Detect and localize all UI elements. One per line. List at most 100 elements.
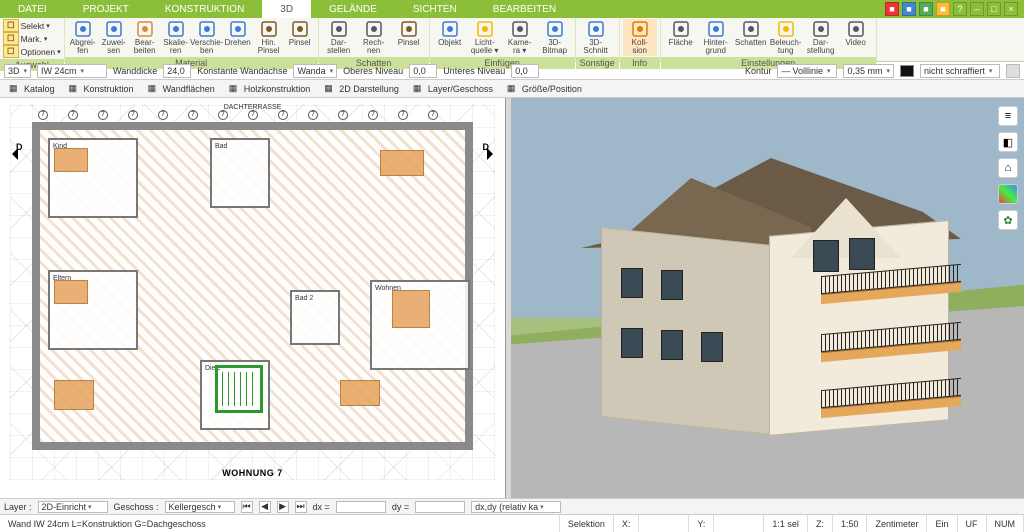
axis-circle: 7: [368, 110, 378, 120]
rbtn-edit[interactable]: Bear-beiten: [130, 19, 160, 56]
secondary-toolbar: ▦Katalog▦Konstruktion▦Wandflächen▦Holzko…: [0, 80, 1024, 98]
geschoss-label: Geschoss :: [114, 502, 159, 512]
status-uf: UF: [958, 515, 987, 532]
collide-icon: [631, 20, 649, 38]
home-icon[interactable]: ⌂: [998, 158, 1018, 178]
rbtn-obj3d[interactable]: Objekt: [433, 19, 467, 47]
brushhz-icon: [260, 20, 278, 38]
rbtn-display[interactable]: Dar-stellung: [804, 19, 838, 56]
unteres-input[interactable]: 0,0: [511, 64, 539, 78]
color-swatch[interactable]: [900, 65, 914, 77]
nav-first-icon[interactable]: ⏮: [241, 501, 253, 513]
rbtn-video[interactable]: Video: [839, 19, 873, 47]
ribbon: ☐Selekt▾☐Mark.▾☐Optionen▾AuswahlAbgrei-f…: [0, 18, 1024, 62]
sel-selekt[interactable]: ☐Selekt▾: [3, 19, 50, 32]
layers-icon[interactable]: ≡: [998, 106, 1018, 126]
rbtn-brush[interactable]: Pinsel: [392, 19, 426, 47]
hatch-dropdown[interactable]: nicht schraffiert: [920, 64, 1000, 78]
tab-sichten[interactable]: SICHTEN: [395, 0, 475, 18]
bitmap-icon: [546, 20, 564, 38]
help-button[interactable]: ?: [953, 2, 967, 16]
layers-icon: ▦: [413, 83, 425, 95]
house-model: [581, 158, 961, 458]
sectb-view2d[interactable]: ▦2D Darstellung: [319, 81, 404, 97]
rbtn-bitmap[interactable]: 3D-Bitmap: [538, 19, 572, 56]
rbtn-area[interactable]: Fläche: [664, 19, 698, 47]
size-icon: ▦: [507, 83, 519, 95]
sectb-book[interactable]: ▦Katalog: [4, 81, 60, 97]
palette-icon[interactable]: [998, 184, 1018, 204]
axis-circle: 7: [338, 110, 348, 120]
room-bad: Bad: [210, 138, 270, 208]
geschoss-dropdown[interactable]: Kellergesch: [165, 501, 235, 513]
wc-a[interactable]: ■: [885, 2, 899, 16]
calc-icon: [365, 20, 383, 38]
sectb-layers[interactable]: ▦Layer/Geschoss: [408, 81, 498, 97]
pane-3d[interactable]: ≡ ◧ ⌂ ✿: [511, 98, 1024, 498]
tree-icon[interactable]: ✿: [998, 210, 1018, 230]
rbtn-bulb[interactable]: Beleuch-tung: [769, 19, 803, 56]
rbtn-brush[interactable]: Pinsel: [285, 19, 315, 47]
wanddicke-input[interactable]: 24,0: [163, 64, 191, 78]
rbtn-section[interactable]: 3D-Schnitt: [579, 19, 613, 56]
wanda-dropdown[interactable]: Wanda: [293, 64, 337, 78]
sectb-size[interactable]: ▦Größe/Position: [502, 81, 587, 97]
oberes-input[interactable]: 0,0: [409, 64, 437, 78]
tab-bearbeiten[interactable]: BEARBEITEN: [475, 0, 574, 18]
furniture: [54, 148, 88, 172]
tab-3d[interactable]: 3D: [262, 0, 311, 18]
dy-input[interactable]: [415, 501, 465, 513]
3d-side-toolbar: ≡ ◧ ⌂ ✿: [998, 106, 1018, 230]
wc-c[interactable]: ■: [919, 2, 933, 16]
hammer-icon: ▦: [69, 83, 81, 95]
rbtn-collide[interactable]: Koll-sion: [623, 19, 657, 56]
wc-d[interactable]: ■: [936, 2, 950, 16]
close-button[interactable]: ×: [1004, 2, 1018, 16]
sel-mark.[interactable]: ☐Mark.▾: [3, 32, 47, 45]
rbtn-scale[interactable]: Skalie-ren: [161, 19, 191, 56]
sectb-hammer[interactable]: ▦Konstruktion: [64, 81, 139, 97]
maximize-button[interactable]: □: [987, 2, 1001, 16]
rbtn-calc[interactable]: Rech-nen: [357, 19, 391, 56]
rbtn-camera[interactable]: Kame-ra ▾: [503, 19, 537, 56]
thickness-dropdown[interactable]: 0,35 mm: [843, 64, 894, 78]
nav-prev-icon[interactable]: ◀: [259, 501, 271, 513]
nav-last-icon[interactable]: ⏭: [295, 501, 307, 513]
dx-input[interactable]: [336, 501, 386, 513]
dxy-dropdown[interactable]: dx,dy (relativ ka: [471, 501, 561, 513]
sectb-wood[interactable]: ▦Holzkonstruktion: [224, 81, 316, 97]
rbtn-brushhz[interactable]: Hin.Pinsel: [254, 19, 284, 56]
status-zoom: Z:: [808, 515, 833, 532]
wall-icon: ▦: [148, 83, 160, 95]
stairwell: [215, 365, 263, 413]
rbtn-shadow[interactable]: Dar-stellen: [322, 19, 356, 56]
sel-optionen[interactable]: ☐Optionen▾: [3, 45, 61, 58]
pane-2d[interactable]: ElternBadBad 2WohnenDieleKind DACHTERRAS…: [0, 98, 506, 498]
nav-next-icon[interactable]: ▶: [277, 501, 289, 513]
tab-gelaende[interactable]: GELÄNDE: [311, 0, 395, 18]
sectb-wall[interactable]: ▦Wandflächen: [143, 81, 220, 97]
tab-konstruktion[interactable]: KONSTRUKTION: [147, 0, 262, 18]
rbtn-eyedrop[interactable]: Abgrei-fen: [68, 19, 98, 56]
mode-dropdown[interactable]: 3D: [4, 64, 31, 78]
tab-datei[interactable]: DATEI: [0, 0, 65, 18]
rbtn-shadow2[interactable]: Schatten: [734, 19, 768, 47]
tab-projekt[interactable]: PROJEKT: [65, 0, 147, 18]
window: [621, 268, 643, 298]
window: [849, 238, 875, 270]
plan-title: WOHNUNG 7: [222, 468, 283, 478]
minimize-button[interactable]: –: [970, 2, 984, 16]
line-dropdown[interactable]: — Volllinie: [777, 64, 837, 78]
rbtn-light[interactable]: Licht-quelle ▾: [468, 19, 502, 56]
walltype-dropdown[interactable]: IW 24cm: [37, 64, 107, 78]
axis-circle: 7: [398, 110, 408, 120]
cube-icon[interactable]: ◧: [998, 132, 1018, 152]
wc-b[interactable]: ■: [902, 2, 916, 16]
rbtn-assign[interactable]: Zuwei-sen: [99, 19, 129, 56]
rbtn-move[interactable]: Verschie-ben: [192, 19, 222, 56]
layer-dropdown[interactable]: 2D-Einricht: [38, 501, 108, 513]
hatch-preview[interactable]: [1006, 64, 1020, 78]
rbtn-bg[interactable]: Hinter-grund: [699, 19, 733, 56]
bg-icon: [707, 20, 725, 38]
rbtn-rotate[interactable]: Drehen: [223, 19, 253, 47]
